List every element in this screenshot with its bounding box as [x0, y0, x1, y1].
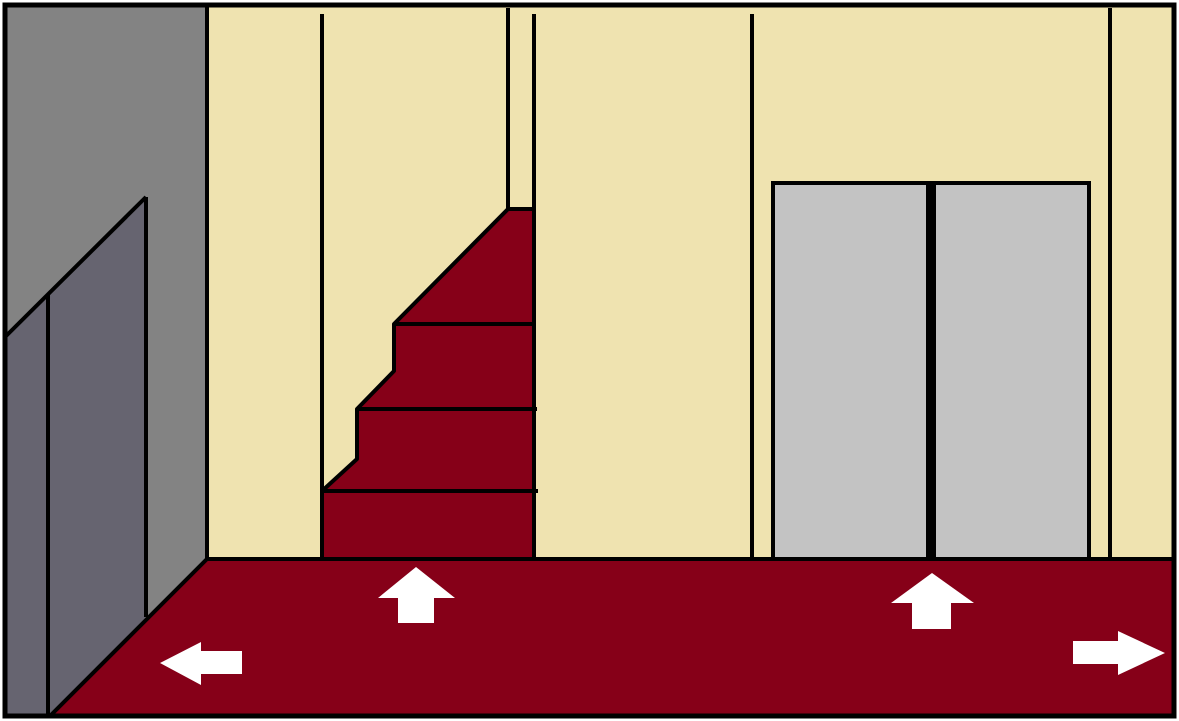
- nav-arrow-right[interactable]: [1073, 631, 1165, 675]
- elevator-door-seam: [926, 183, 936, 559]
- floor: [45, 557, 1176, 718]
- nav-arrow-stairs[interactable]: [378, 567, 455, 623]
- elevator-door-right[interactable]: [930, 181, 1091, 561]
- arrow-left-icon: [160, 642, 242, 685]
- nav-arrow-elevator[interactable]: [891, 573, 974, 629]
- elevator-door-left[interactable]: [771, 181, 932, 561]
- left-wall-panel: [5, 197, 146, 716]
- nav-arrow-left[interactable]: [160, 642, 242, 685]
- arrow-up-icon: [891, 573, 974, 629]
- arrow-right-icon: [1073, 631, 1165, 675]
- left-panel-edge: [3, 195, 148, 339]
- elevator[interactable]: [771, 181, 1091, 561]
- arrow-up-icon: [378, 567, 455, 623]
